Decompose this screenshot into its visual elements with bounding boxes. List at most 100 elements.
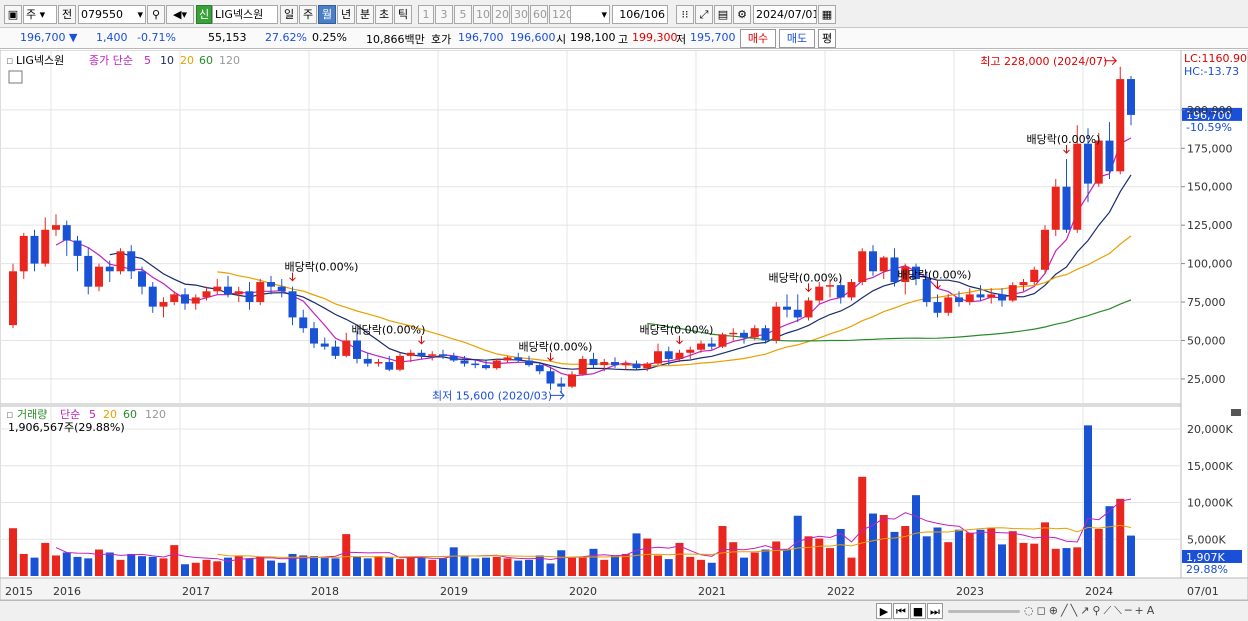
volume-bar xyxy=(181,564,189,576)
volume-bar xyxy=(245,558,254,576)
volume-ma-text: 단순 xyxy=(60,408,80,421)
table-icon[interactable] xyxy=(8,70,23,84)
volume-bar xyxy=(385,557,394,576)
volume-tag xyxy=(1182,549,1242,563)
candle xyxy=(234,291,243,295)
interval-button-120[interactable]: 120 xyxy=(549,5,571,24)
volume-bar xyxy=(525,559,533,576)
legend-ma120: 120 xyxy=(219,54,240,67)
candle xyxy=(84,255,93,287)
sell-button[interactable]: 매도 xyxy=(779,29,815,48)
dropdown-icon[interactable]: ▾ xyxy=(601,8,607,21)
candle xyxy=(245,291,254,303)
layout-icon[interactable]: ▣ xyxy=(4,5,22,24)
scroll-right-icon[interactable]: ▶ xyxy=(876,603,892,619)
date-input[interactable]: 2024/07/01 xyxy=(753,5,817,24)
period-button-2[interactable]: 월 xyxy=(318,5,336,24)
interval-button-3[interactable]: 3 xyxy=(435,5,453,24)
zoom-slider[interactable] xyxy=(948,603,1020,619)
period-button-0[interactable]: 일 xyxy=(280,5,298,24)
volume-bar xyxy=(1073,547,1082,576)
save-icon[interactable]: ▤ xyxy=(714,5,732,24)
candle xyxy=(600,362,609,366)
stop-icon[interactable]: ■ xyxy=(910,603,926,619)
x-axis-label: 2022 xyxy=(827,585,855,598)
stock-chart[interactable]: 최고 228,000 (2024/07) 최저 15,600 (2020/03) 배… xyxy=(0,49,1248,601)
volume-bar xyxy=(331,558,340,576)
volume-bar xyxy=(600,559,609,576)
volume-bar xyxy=(654,555,662,576)
volume-bar xyxy=(19,553,28,576)
buy-button[interactable]: 매수 xyxy=(740,29,776,48)
period-button-5[interactable]: 초 xyxy=(375,5,393,24)
candle xyxy=(9,271,17,326)
dropdown-icon[interactable]: ▾ xyxy=(137,8,143,21)
volume-bar xyxy=(901,526,910,576)
volume-axis-label: 20,000K xyxy=(1187,423,1233,436)
period-button-3[interactable]: 년 xyxy=(337,5,355,24)
price-axis-label: 125,000 xyxy=(1187,219,1233,232)
volume-bar xyxy=(1051,548,1060,576)
volume-bar xyxy=(869,513,877,576)
candle xyxy=(73,240,82,256)
volume-bar xyxy=(912,495,920,576)
volume-bar xyxy=(890,531,899,576)
period-button-1[interactable]: 주 xyxy=(299,5,317,24)
volume-bar xyxy=(546,563,555,576)
eval-button[interactable]: 평 xyxy=(818,29,836,48)
candle xyxy=(1084,143,1092,184)
x-axis-label: 2019 xyxy=(440,585,468,598)
volume-bar xyxy=(267,560,275,576)
turnover-pct: 0.25% xyxy=(312,31,347,44)
volume-bar xyxy=(976,529,985,576)
current-price-tag-text: 196,700 xyxy=(1186,109,1232,122)
interval-button-1[interactable]: 1 xyxy=(418,5,434,24)
grid-icon[interactable]: ⁝⁝ xyxy=(676,5,694,24)
candle xyxy=(761,328,770,341)
interval-button-30[interactable]: 30 xyxy=(511,5,529,24)
volume-ma5-line xyxy=(55,498,1132,562)
interval-button-60[interactable]: 60 xyxy=(530,5,548,24)
current-price: 196,700 ▼ xyxy=(20,31,78,44)
rewind-icon[interactable]: ⏮ xyxy=(893,603,909,619)
interval-button-20[interactable]: 20 xyxy=(492,5,510,24)
drawing-tools[interactable]: ◌◻⊕╱╲↗⚲⟋⟍─+A xyxy=(1024,604,1158,617)
candle xyxy=(643,363,652,369)
settings-icon[interactable]: ⚙ xyxy=(733,5,751,24)
interval-button-10[interactable]: 10 xyxy=(473,5,491,24)
candle xyxy=(535,365,544,372)
volume-bar xyxy=(471,558,480,576)
candle xyxy=(428,354,437,356)
price-axis-label: 150,000 xyxy=(1187,181,1233,194)
forward-icon[interactable]: ⏭ xyxy=(927,603,943,619)
volume-bar xyxy=(1116,498,1125,576)
prev-button[interactable]: 전 xyxy=(58,5,76,24)
period-button-6[interactable]: 틱 xyxy=(394,5,412,24)
volume-bar xyxy=(202,559,211,576)
chart-area[interactable]: 최고 228,000 (2024/07) 최저 15,600 (2020/03) 배… xyxy=(0,49,1248,601)
candle xyxy=(697,343,705,350)
market-select[interactable]: 주 ▾ xyxy=(23,5,57,24)
interval-button-5[interactable]: 5 xyxy=(454,5,472,24)
candle xyxy=(783,306,791,310)
volume-bar xyxy=(815,538,824,576)
calendar-icon[interactable]: ▦ xyxy=(818,5,836,24)
period-button-4[interactable]: 분 xyxy=(356,5,374,24)
volume-panel-close-icon[interactable] xyxy=(1231,409,1241,416)
volume-bar xyxy=(836,528,845,576)
speaker-icon[interactable]: ◀▾ xyxy=(166,5,194,24)
stock-code-input[interactable]: 079550 ▾ xyxy=(78,5,146,24)
search-icon[interactable]: ⚲ xyxy=(147,5,165,24)
volume-ma120: 120 xyxy=(145,408,166,421)
candle xyxy=(30,235,39,264)
draw-icon[interactable]: ⤢ xyxy=(695,5,713,24)
candle xyxy=(396,355,404,370)
candle xyxy=(664,351,673,359)
candle xyxy=(267,282,275,287)
volume-bar xyxy=(944,542,953,576)
candle xyxy=(127,251,136,272)
volume-ma20: 20 xyxy=(103,408,117,421)
period-count-select[interactable]: ▾ xyxy=(570,5,610,24)
dividend-label: 배당락(0.00%) xyxy=(898,268,972,281)
volume-ma60: 60 xyxy=(123,408,137,421)
